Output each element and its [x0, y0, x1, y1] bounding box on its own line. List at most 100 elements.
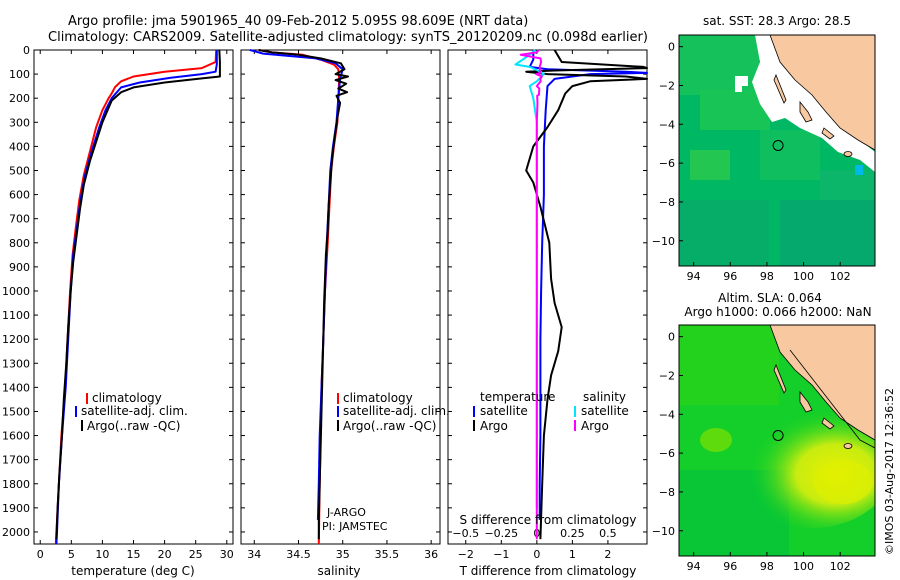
sla-map-title-line-1: Altim. SLA: 0.064: [718, 291, 822, 305]
x-tick-label: 34: [247, 548, 261, 561]
sla-map-ticks: 94 96 98 100 102 0 −2 −4 −6 −8 −10: [652, 331, 851, 573]
legend-label-satellite: satellite-adj. clim.: [81, 404, 188, 418]
difference-lines: [514, 49, 648, 540]
legend-label-temp-satellite: satellite: [480, 404, 528, 418]
salinity-lines: [249, 49, 349, 545]
sst-map-ticks: 94 96 98 100 102 0 −2 −4 −6 −8 −10: [652, 41, 851, 283]
map-y-tick-label: −6: [659, 157, 675, 170]
difference-legend: temperature salinity satellite Argo sate…: [473, 390, 629, 433]
sst-ocean-patch: [760, 130, 820, 180]
sst-ocean-patch: [690, 150, 730, 180]
sst-map-title: sat. SST: 28.3 Argo: 28.5: [703, 14, 851, 28]
series-line-temperature-satellite: [528, 50, 648, 520]
x-tick-label: 1: [569, 548, 576, 561]
map-x-tick-label: 96: [723, 270, 737, 283]
legend-label-climatology: climatology: [343, 391, 413, 405]
map-x-tick-label: 94: [687, 560, 701, 573]
map-y-tick-label: −4: [659, 408, 675, 421]
x-tick-label: 25: [189, 548, 203, 561]
y-tick-label: 500: [9, 164, 30, 177]
legend-label-sal-argo: Argo: [581, 419, 609, 433]
sst-argo-location-marker: [772, 140, 784, 151]
sla-map-title-line-2: Argo h1000: 0.066 h2000: NaN: [684, 305, 871, 319]
series-line-satellite-adj-clim: [55, 50, 218, 545]
x-tick-label: 30: [220, 548, 234, 561]
legend-label-temp-argo: Argo: [480, 419, 508, 433]
x-tick-label: 35.5: [375, 548, 400, 561]
s-tick-label: 0.25: [560, 527, 585, 540]
s-tick-label: −0.5: [452, 527, 479, 540]
sla-warm-anomaly: [700, 428, 732, 452]
y-tick-label: 1200: [2, 333, 30, 346]
legend-label-argo: Argo(..raw -QC): [87, 419, 180, 433]
sla-land-sumatra: [769, 325, 875, 441]
sst-island: [773, 73, 787, 104]
annotation-pi: PI: JAMSTEC: [322, 520, 388, 533]
x-tick-label: 0: [533, 548, 540, 561]
s-tick-label: −0.25: [484, 527, 518, 540]
sst-island: [843, 151, 853, 157]
sst-land-sumatra: [769, 35, 875, 151]
sla-map-frame: [678, 324, 876, 557]
y-tick-label: 400: [9, 140, 30, 153]
x-tick-label: 20: [158, 548, 172, 561]
salinity-panel: 34 34.5 35 35.5 36 climatology satellite-adj…: [240, 49, 450, 578]
map-x-tick-label: 98: [760, 270, 774, 283]
series-line-salinity-argo: [519, 49, 543, 540]
legend-label-climatology: climatology: [92, 391, 162, 405]
legend-label-satellite: satellite-adj. clim.: [343, 404, 450, 418]
y-tick-label: 1300: [2, 357, 30, 370]
sst-cloud-mask: [735, 76, 748, 92]
sst-cloud-mask: [752, 35, 875, 172]
title-line-2: Climatology: CARS2009. Satellite-adjuste…: [48, 30, 648, 45]
map-y-tick-label: −8: [659, 486, 675, 499]
salinity-axes-frame: [240, 49, 441, 545]
series-line-argo-raw-qc: [258, 49, 349, 540]
sst-ocean-patch: [855, 165, 863, 175]
sst-map: sat. SST: 28.3 Argo: 28.5 94 96 98 100 102 0 −…: [652, 14, 876, 283]
sst-ocean-patch: [820, 170, 875, 200]
y-tick-label: 100: [9, 68, 30, 81]
map-y-tick-label: −8: [659, 196, 675, 209]
series-line-climatology: [54, 49, 218, 545]
salinity-legend: climatology satellite-adj. clim. Argo(..…: [337, 391, 450, 433]
sst-island: [799, 100, 813, 123]
series-line-climatology: [258, 49, 341, 545]
sst-field: [679, 35, 875, 266]
sla-warm-anomaly: [813, 460, 873, 504]
series-line-satellite-adj-clim: [249, 49, 344, 520]
x-tick-label: 5: [68, 548, 75, 561]
x-tick-label: 35: [336, 548, 350, 561]
map-y-tick-label: −4: [659, 118, 675, 131]
y-tick-label: 1500: [2, 405, 30, 418]
sla-island: [821, 417, 835, 430]
x-tick-label: 34.5: [286, 548, 311, 561]
y-tick-label: 200: [9, 92, 30, 105]
temperature-axes-frame: [33, 49, 234, 545]
map-y-tick-label: 0: [668, 331, 675, 344]
sst-island: [821, 127, 835, 140]
x-tick-label: 2: [604, 548, 611, 561]
map-x-tick-label: 100: [793, 270, 814, 283]
annotation-j-argo: J-ARGO: [326, 506, 366, 519]
y-tick-label: 2000: [2, 526, 30, 539]
map-y-tick-label: 0: [668, 41, 675, 54]
legend-label-sal-satellite: satellite: [581, 404, 629, 418]
y-tick-label: 1600: [2, 430, 30, 443]
difference-xlabel-top: S difference from climatology: [460, 513, 637, 527]
y-tick-label: 1100: [2, 309, 30, 322]
sla-ocean-patch: [679, 325, 779, 405]
salinity-xlabel: salinity: [317, 564, 360, 578]
series-line-argo-raw-qc: [55, 49, 221, 540]
y-tick-label: 1400: [2, 381, 30, 394]
legend-title-salinity: salinity: [583, 390, 626, 404]
y-tick-label: 0: [23, 44, 30, 57]
sla-island: [843, 443, 853, 449]
map-y-tick-label: −10: [652, 235, 675, 248]
y-tick-label: 700: [9, 213, 30, 226]
x-tick-label: 10: [95, 548, 109, 561]
difference-ticks: −2 −1 0 1 2−0.5 −0.25 0 0.25 0.5: [448, 49, 647, 561]
sst-ocean-patch: [780, 200, 875, 266]
sla-map: Altim. SLA: 0.064 Argo h1000: 0.066 h200…: [652, 291, 876, 573]
